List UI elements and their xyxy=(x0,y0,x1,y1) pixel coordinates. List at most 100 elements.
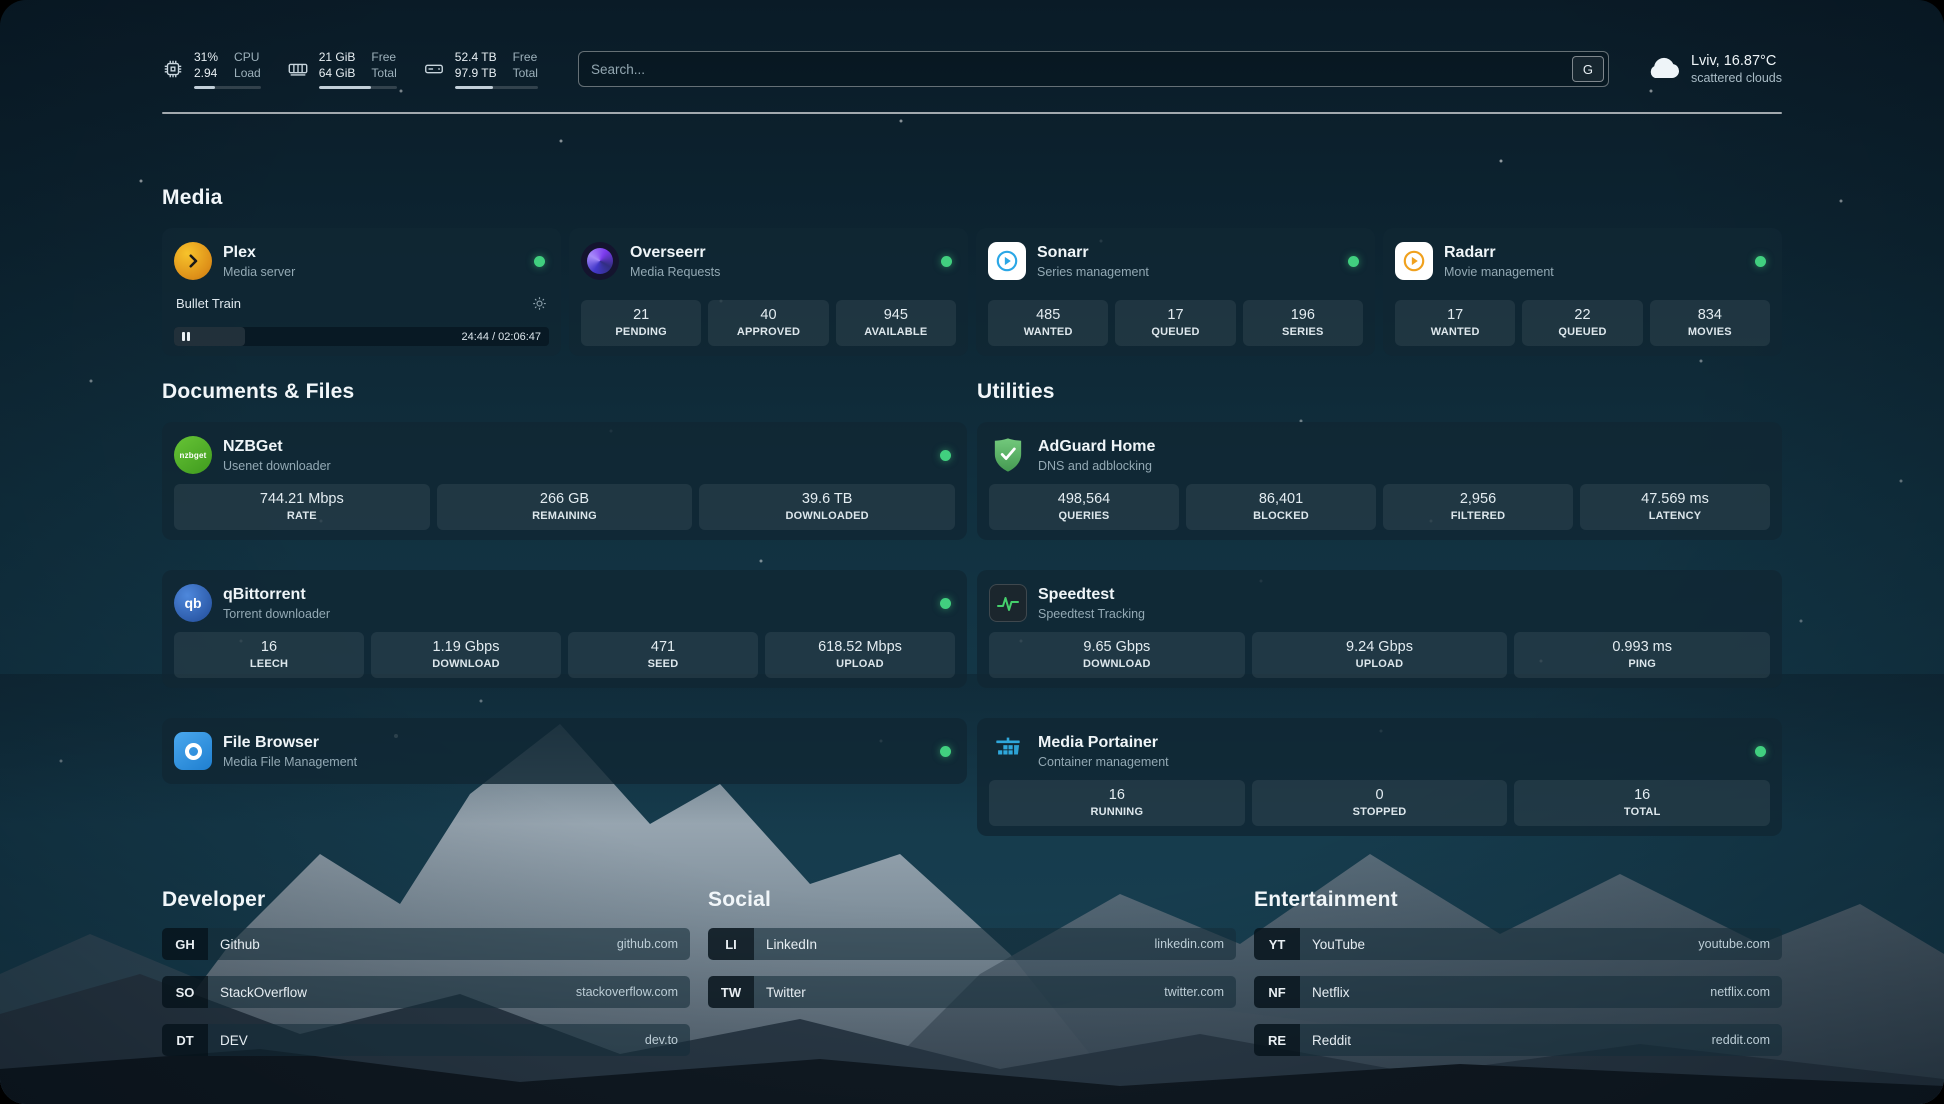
search-engine-button[interactable]: G xyxy=(1571,56,1604,82)
search-bar[interactable]: G xyxy=(577,51,1609,87)
gear-icon[interactable] xyxy=(532,296,547,311)
bookmark-abbr: LI xyxy=(708,928,754,960)
app-subtitle: Speedtest Tracking xyxy=(1038,606,1146,621)
app-card-overseerr[interactable]: Overseerr Media Requests 21 PENDING 40 A… xyxy=(569,228,968,356)
stat-latency: 47.569 ms LATENCY xyxy=(1580,484,1770,530)
app-card-nzbget[interactable]: nzbget NZBGet Usenet downloader 744.21 M… xyxy=(162,422,967,540)
search-input[interactable] xyxy=(578,61,1572,77)
status-dot xyxy=(1348,255,1359,267)
playback-time: 24:44 / 02:06:47 xyxy=(461,330,541,343)
app-subtitle: Torrent downloader xyxy=(223,606,331,621)
stat-leech: 16 LEECH xyxy=(174,632,364,678)
memory-usage-bar xyxy=(318,85,397,89)
stat-blocked: 86,401 BLOCKED xyxy=(1186,484,1376,530)
app-card-plex[interactable]: Plex Media server Bullet Train xyxy=(162,228,561,356)
bookmark-name: Twitter xyxy=(766,984,806,1000)
app-name: Media Portainer xyxy=(1038,733,1159,751)
bookmark-abbr: SO xyxy=(162,976,208,1008)
bookmark-name: Github xyxy=(220,936,260,952)
section-title-documents: Documents & Files xyxy=(162,380,355,403)
cpu-load: 2.94 xyxy=(194,65,218,80)
stat-available: 945 AVAILABLE xyxy=(835,300,956,346)
disk-usage-bar xyxy=(454,85,538,89)
app-name: Overseerr xyxy=(630,243,706,261)
bookmark-abbr: DT xyxy=(162,1024,208,1056)
stat-series: 196 SERIES xyxy=(1242,300,1363,346)
stat-rate: 744.21 Mbps RATE xyxy=(174,484,430,530)
radarr-icon xyxy=(1395,242,1433,280)
weather-condition: scattered clouds xyxy=(1690,71,1782,85)
bookmark-url: linkedin.com xyxy=(1154,937,1224,951)
bookmark-url: reddit.com xyxy=(1711,1033,1770,1047)
stat-ping: 0.993 ms PING xyxy=(1514,632,1771,678)
app-card-speedtest[interactable]: Speedtest Speedtest Tracking 9.65 Gbps D… xyxy=(977,570,1782,688)
stat-wanted: 485 WANTED xyxy=(988,300,1109,346)
playback-progress-bar[interactable]: 24:44 / 02:06:47 xyxy=(174,327,549,346)
section-title-social: Social xyxy=(708,888,772,911)
app-name: Sonarr xyxy=(1037,243,1089,261)
disk-label-2: Total xyxy=(512,65,538,80)
cpu-chip-icon xyxy=(162,58,184,80)
bookmark-url: youtube.com xyxy=(1698,937,1770,951)
bookmark-stackoverflow[interactable]: SO StackOverflow stackoverflow.com xyxy=(162,976,690,1008)
app-name: File Browser xyxy=(223,733,320,751)
stat-download: 9.65 Gbps DOWNLOAD xyxy=(989,632,1245,678)
bookmark-abbr: RE xyxy=(1254,1024,1300,1056)
memory-label-2: Total xyxy=(371,65,397,80)
now-playing-title: Bullet Train xyxy=(176,296,242,311)
adguard-shield-icon xyxy=(989,436,1027,474)
bookmark-reddit[interactable]: RE Reddit reddit.com xyxy=(1254,1024,1782,1056)
bookmark-dev[interactable]: DT DEV dev.to xyxy=(162,1024,690,1056)
pause-icon[interactable] xyxy=(182,332,190,341)
app-card-portainer[interactable]: Media Portainer Container management 16 … xyxy=(977,718,1782,836)
status-dot xyxy=(940,745,951,757)
app-subtitle: Series management xyxy=(1037,264,1149,279)
app-subtitle: Media server xyxy=(223,264,296,279)
stat-download: 1.19 Gbps DOWNLOAD xyxy=(371,632,561,678)
section-documents: Documents & Files nzbget NZBGet Usenet d… xyxy=(162,380,967,836)
app-card-radarr[interactable]: Radarr Movie management 17 WANTED 22 QUE… xyxy=(1383,228,1782,356)
section-title-media: Media xyxy=(162,186,223,209)
stat-downloaded: 39.6 TB DOWNLOADED xyxy=(699,484,956,530)
stat-queued: 17 QUEUED xyxy=(1115,300,1236,346)
bookmark-group-entertainment: Entertainment YT YouTube youtube.com NF … xyxy=(1254,888,1782,1056)
app-subtitle: DNS and adblocking xyxy=(1038,458,1152,473)
bookmark-youtube[interactable]: YT YouTube youtube.com xyxy=(1254,928,1782,960)
bookmark-group-social: Social LI LinkedIn linkedin.com TW Twitt… xyxy=(708,888,1236,1056)
stat-remaining: 266 GB REMAINING xyxy=(436,484,693,530)
app-card-qbittorrent[interactable]: qb qBittorrent Torrent downloader 16 LEE… xyxy=(162,570,967,688)
section-media: Media Plex Media server xyxy=(162,186,1782,356)
memory-label-1: Free xyxy=(371,49,397,64)
status-dot xyxy=(1755,745,1766,757)
app-card-adguard[interactable]: AdGuard Home DNS and adblocking 498,564 … xyxy=(977,422,1782,540)
stat-approved: 40 APPROVED xyxy=(708,300,829,346)
app-name: Speedtest xyxy=(1038,585,1115,603)
cpu-monitor: 31% 2.94 CPU Load xyxy=(162,50,261,89)
stat-seed: 471 SEED xyxy=(568,632,758,678)
ram-icon xyxy=(287,58,309,80)
app-name: qBittorrent xyxy=(223,585,306,603)
stat-queued: 22 QUEUED xyxy=(1522,300,1643,346)
bookmark-twitter[interactable]: TW Twitter twitter.com xyxy=(708,976,1236,1008)
stat-upload: 9.24 Gbps UPLOAD xyxy=(1251,632,1508,678)
cpu-percent: 31% xyxy=(194,49,219,64)
bookmark-name: LinkedIn xyxy=(766,936,818,952)
status-dot xyxy=(941,255,952,267)
bookmark-linkedin[interactable]: LI LinkedIn linkedin.com xyxy=(708,928,1236,960)
overseerr-icon xyxy=(581,242,619,280)
bookmark-url: twitter.com xyxy=(1164,985,1224,999)
memory-total: 64 GiB xyxy=(318,65,356,80)
memory-free: 21 GiB xyxy=(318,49,356,64)
bookmark-name: StackOverflow xyxy=(220,984,308,1000)
bookmark-github[interactable]: GH Github github.com xyxy=(162,928,690,960)
bookmark-name: Netflix xyxy=(1312,984,1350,1000)
app-subtitle: Media Requests xyxy=(630,264,721,279)
app-subtitle: Movie management xyxy=(1444,264,1554,279)
bookmark-abbr: YT xyxy=(1254,928,1300,960)
status-dot xyxy=(1755,255,1766,267)
app-card-sonarr[interactable]: Sonarr Series management 485 WANTED 17 Q… xyxy=(976,228,1375,356)
cpu-label-1: CPU xyxy=(234,49,260,64)
app-card-filebrowser[interactable]: File Browser Media File Management xyxy=(162,718,967,784)
bookmark-name: DEV xyxy=(220,1032,248,1048)
bookmark-netflix[interactable]: NF Netflix netflix.com xyxy=(1254,976,1782,1008)
